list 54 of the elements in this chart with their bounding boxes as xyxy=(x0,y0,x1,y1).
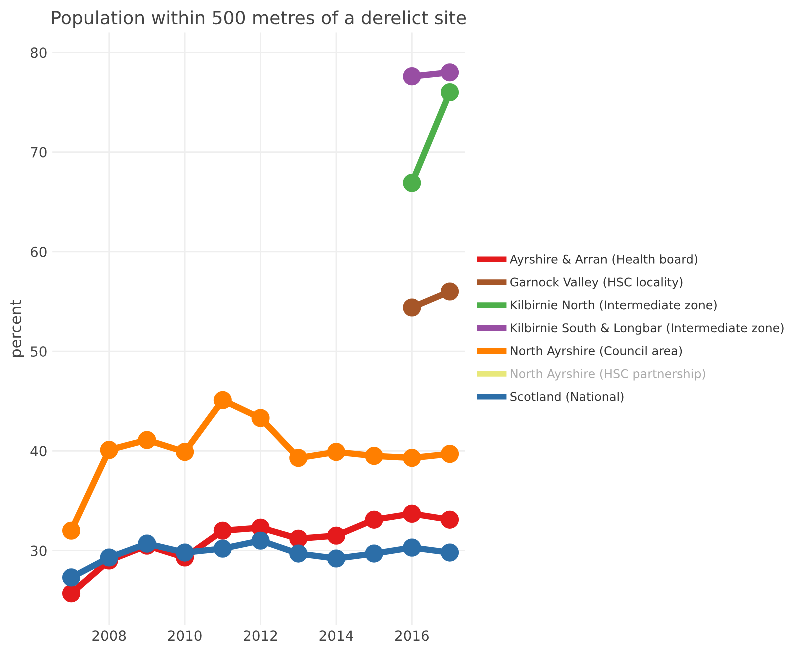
point xyxy=(290,449,308,468)
point xyxy=(252,532,270,550)
y-tick-label: 50 xyxy=(31,346,47,358)
point xyxy=(441,83,460,102)
point xyxy=(403,538,422,557)
point xyxy=(403,174,422,192)
point xyxy=(403,504,422,523)
point xyxy=(327,526,346,545)
point xyxy=(252,409,270,428)
point xyxy=(62,568,81,587)
point xyxy=(100,548,118,567)
chart-title: Population within 500 metres of a derelict site xyxy=(52,10,466,28)
point xyxy=(214,540,232,558)
y-tick-label: 80 xyxy=(30,48,47,58)
x-tick-label: 2008 xyxy=(92,630,126,642)
x-tick-label: 2010 xyxy=(168,630,202,642)
point xyxy=(441,445,460,464)
point xyxy=(327,550,346,568)
legend-label: Kilbirnie South & Longbar (Intermediate zone) xyxy=(511,323,784,335)
legend-label: Kilbirnie North (Intermediate zone) xyxy=(511,300,717,312)
point xyxy=(176,544,194,562)
point xyxy=(441,64,460,82)
legend-label: Ayrshire & Arran (Health board) xyxy=(510,254,698,266)
legend-label: North Ayrshire (HSC partnership) xyxy=(511,369,706,381)
point xyxy=(327,443,346,462)
x-tick-label: 2016 xyxy=(396,630,429,642)
y-tick-label: 30 xyxy=(31,546,47,556)
point xyxy=(290,530,308,548)
legend-label: Scotland (National) xyxy=(510,392,624,403)
point xyxy=(403,449,422,468)
point xyxy=(441,282,460,301)
y-tick-label: 60 xyxy=(31,246,47,258)
x-tick-label: 2014 xyxy=(320,630,354,642)
point xyxy=(214,391,232,410)
point xyxy=(62,584,81,603)
point xyxy=(290,544,308,563)
point xyxy=(138,431,156,450)
point xyxy=(441,544,460,562)
x-tick-label: 2012 xyxy=(244,630,278,642)
point xyxy=(100,441,118,460)
point xyxy=(403,298,422,317)
point xyxy=(214,522,232,540)
y-tick-label: 40 xyxy=(30,446,47,457)
point xyxy=(403,68,422,86)
point xyxy=(62,522,81,540)
point xyxy=(441,510,460,529)
legend-label: North Ayrshire (Council area) xyxy=(511,346,682,358)
point xyxy=(176,443,194,462)
y-tick-label: 70 xyxy=(31,147,47,158)
point xyxy=(365,510,384,529)
point xyxy=(365,447,384,466)
legend-label: Garnock Valley (HSC locality) xyxy=(510,278,683,290)
point xyxy=(365,544,384,563)
y-axis-title: percent xyxy=(10,300,24,358)
